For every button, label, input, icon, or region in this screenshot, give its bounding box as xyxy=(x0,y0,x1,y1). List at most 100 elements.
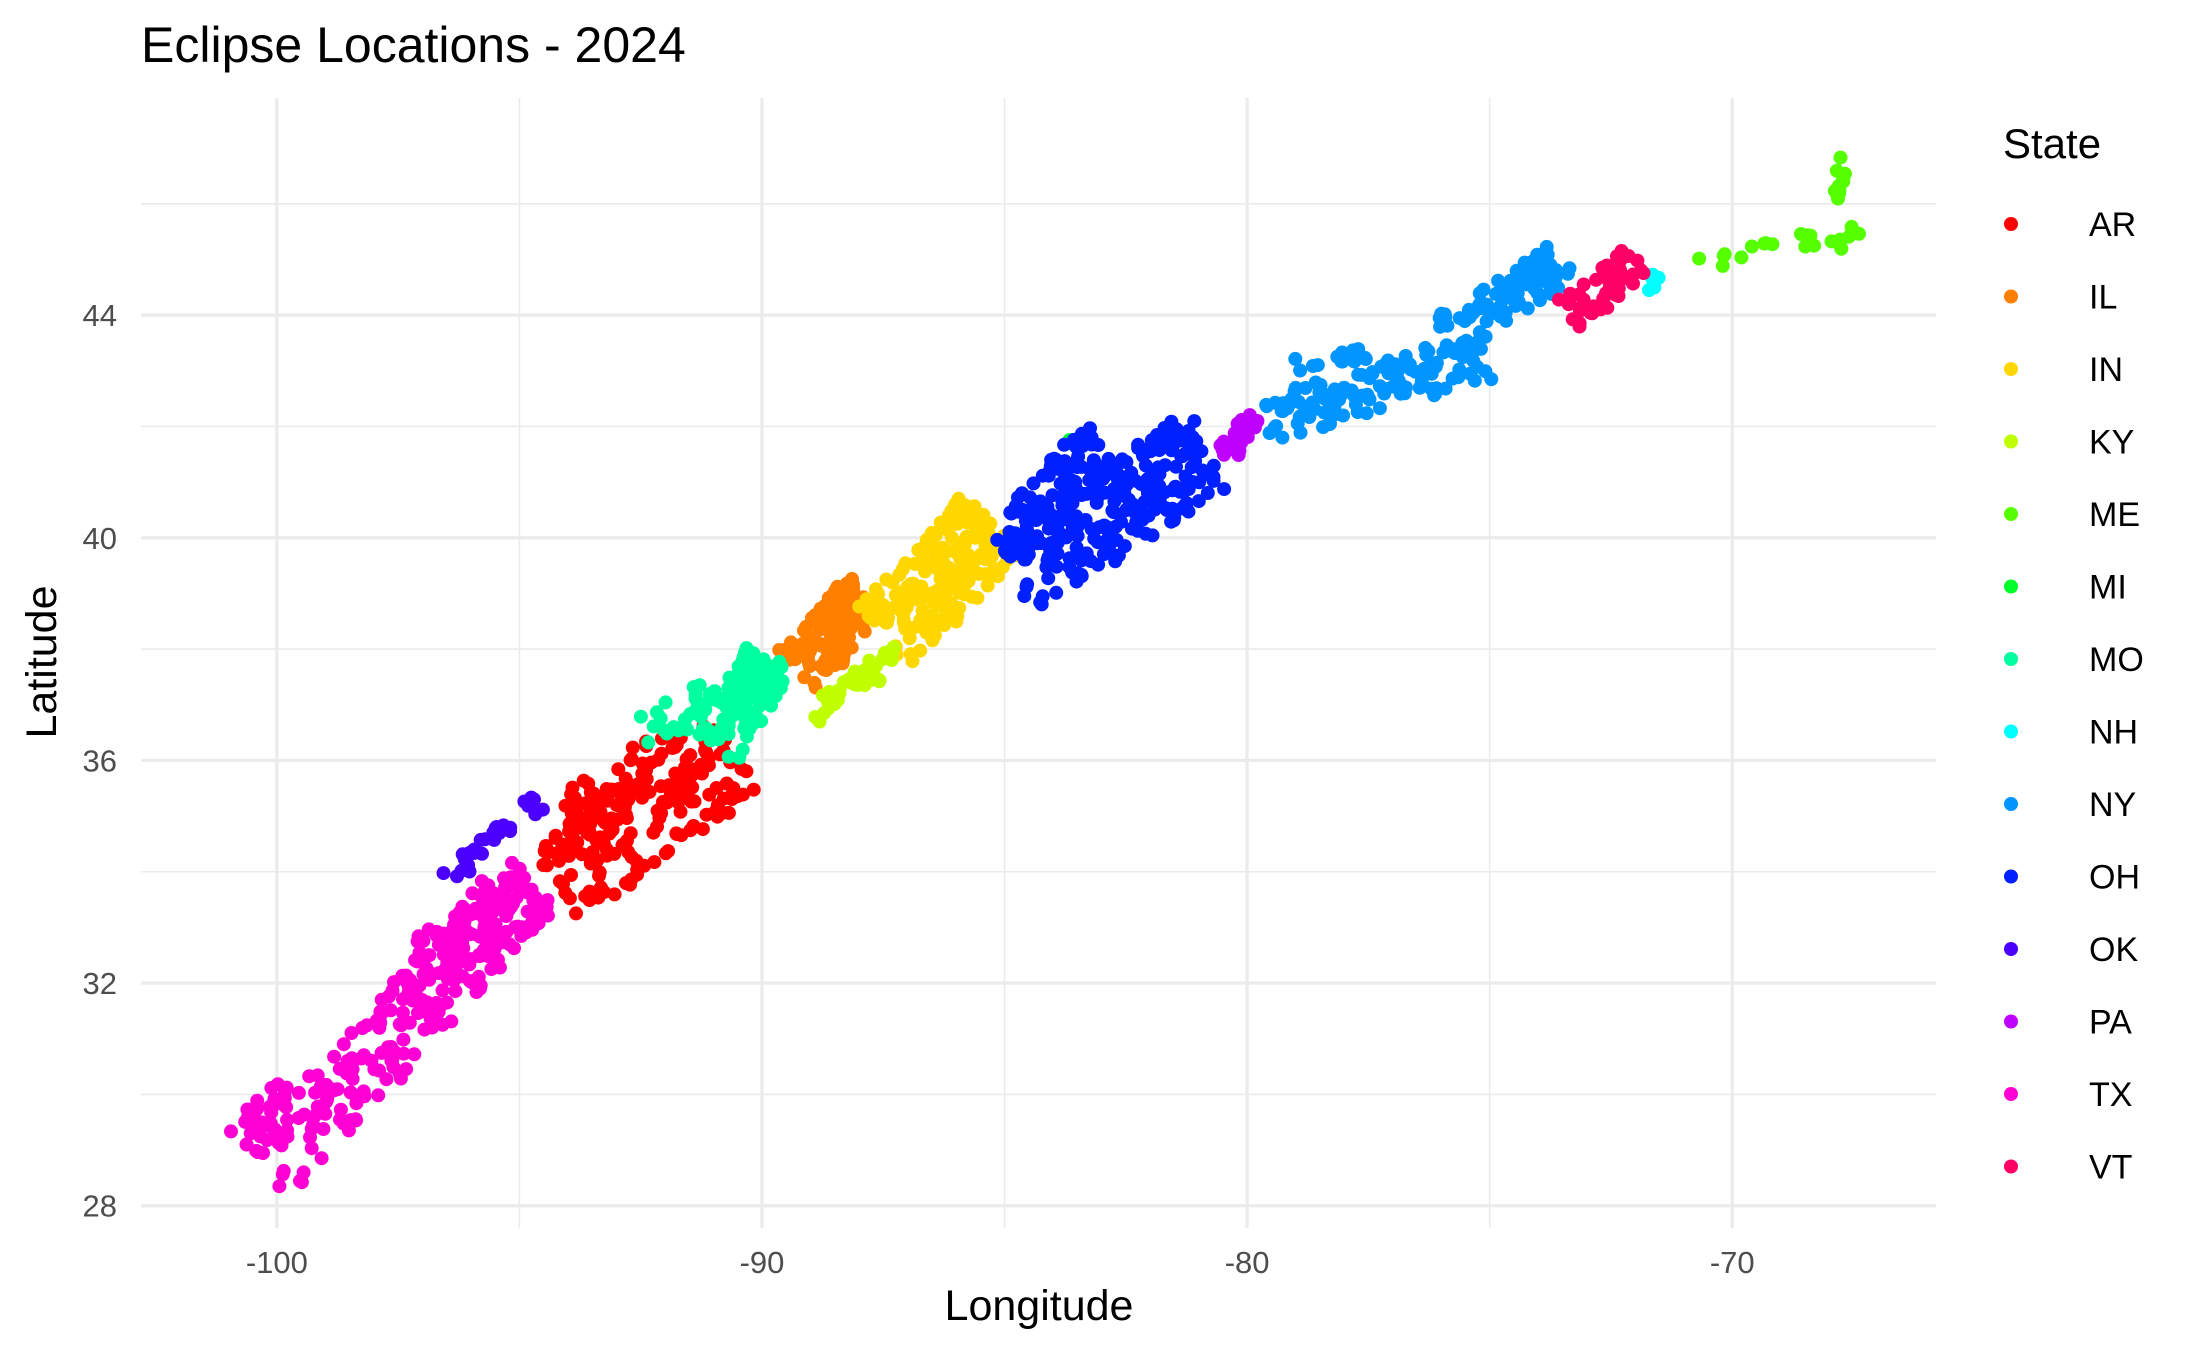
data-point xyxy=(582,893,597,907)
data-point xyxy=(1493,309,1508,324)
data-point xyxy=(624,849,639,864)
data-point xyxy=(333,1102,348,1117)
data-point xyxy=(304,1141,319,1156)
data-point xyxy=(1145,528,1160,543)
data-point xyxy=(710,809,725,824)
data-point xyxy=(937,618,952,632)
data-point xyxy=(1111,548,1126,563)
data-point xyxy=(919,625,934,640)
data-point xyxy=(224,1124,238,1139)
data-point xyxy=(1042,464,1057,479)
data-point xyxy=(822,684,837,699)
data-point xyxy=(1149,465,1163,480)
data-point xyxy=(407,1047,422,1062)
data-point xyxy=(374,1045,389,1060)
y-tick-label: 32 xyxy=(83,966,117,1001)
data-point xyxy=(772,654,787,669)
data-point xyxy=(260,1133,275,1148)
data-point xyxy=(344,1026,359,1040)
data-point xyxy=(1173,484,1187,499)
legend-item-ny: NY xyxy=(2004,786,2136,824)
data-point xyxy=(293,1174,307,1188)
data-point xyxy=(489,932,504,946)
data-point xyxy=(1397,386,1412,401)
data-point xyxy=(1061,502,1076,516)
data-point xyxy=(372,1063,386,1078)
data-point xyxy=(500,880,514,895)
data-point xyxy=(1044,452,1059,467)
data-point xyxy=(1053,476,1068,491)
data-point xyxy=(630,862,645,877)
data-point xyxy=(797,670,812,685)
data-point xyxy=(1844,219,1859,234)
data-point xyxy=(262,1099,277,1114)
data-point xyxy=(686,819,701,833)
data-point xyxy=(291,1085,306,1100)
data-point xyxy=(313,1079,328,1094)
y-tick-label: 40 xyxy=(83,521,117,556)
data-point xyxy=(735,690,750,705)
data-point xyxy=(1003,549,1018,564)
data-point xyxy=(1429,381,1444,396)
data-point xyxy=(435,1017,450,1032)
data-point xyxy=(1734,250,1749,265)
data-point xyxy=(1113,484,1128,499)
data-point xyxy=(1421,344,1436,359)
data-point xyxy=(646,825,661,840)
series-me xyxy=(1692,150,1866,273)
data-point xyxy=(1275,430,1290,445)
data-point xyxy=(457,850,472,865)
data-point xyxy=(669,738,684,752)
data-point xyxy=(649,705,664,720)
data-point xyxy=(1543,257,1558,272)
legend-key xyxy=(2004,1014,2018,1029)
data-point xyxy=(569,795,584,810)
data-point xyxy=(1350,405,1365,419)
data-point xyxy=(1217,447,1231,462)
data-point xyxy=(678,760,692,775)
data-point xyxy=(1138,458,1153,473)
data-point xyxy=(921,587,936,602)
x-tick-label: -100 xyxy=(246,1245,308,1280)
data-point xyxy=(1185,475,1200,489)
data-point xyxy=(316,1122,331,1136)
data-point xyxy=(605,822,620,837)
data-point xyxy=(580,825,595,840)
data-point xyxy=(699,807,714,822)
legend-items: AR IL IN KY ME MI MO NH NY OH OK PA TX VT xyxy=(2004,206,2144,1187)
data-point xyxy=(903,647,918,662)
data-point xyxy=(1445,371,1460,386)
data-point xyxy=(1288,351,1303,366)
legend-item-ok: OK xyxy=(2004,931,2138,969)
data-point xyxy=(280,1112,295,1127)
data-point xyxy=(978,538,993,553)
data-point xyxy=(524,882,539,897)
data-point xyxy=(1510,285,1525,300)
data-point xyxy=(1041,514,1056,528)
legend-label: MI xyxy=(2089,569,2127,607)
data-point xyxy=(1489,286,1503,301)
data-point xyxy=(961,547,975,562)
data-point xyxy=(1472,325,1487,340)
data-point xyxy=(395,1005,410,1020)
grid xyxy=(141,98,1936,1228)
data-point xyxy=(422,972,437,987)
data-point xyxy=(592,865,607,880)
data-point xyxy=(1057,437,1072,452)
data-point xyxy=(1084,430,1099,445)
data-point xyxy=(558,885,573,900)
data-point xyxy=(381,989,396,1004)
y-axis-title: Latitude xyxy=(18,585,66,738)
data-point xyxy=(576,773,591,788)
data-point xyxy=(865,669,880,684)
data-point xyxy=(487,832,502,847)
series-mo xyxy=(633,641,790,765)
data-point xyxy=(647,855,662,870)
x-axis-ticks: -100 -90 -80 -70 xyxy=(246,1245,1755,1280)
data-point xyxy=(569,906,583,921)
data-point xyxy=(964,589,979,604)
data-point xyxy=(1076,514,1091,529)
data-point xyxy=(628,785,643,800)
data-point xyxy=(410,1006,425,1021)
